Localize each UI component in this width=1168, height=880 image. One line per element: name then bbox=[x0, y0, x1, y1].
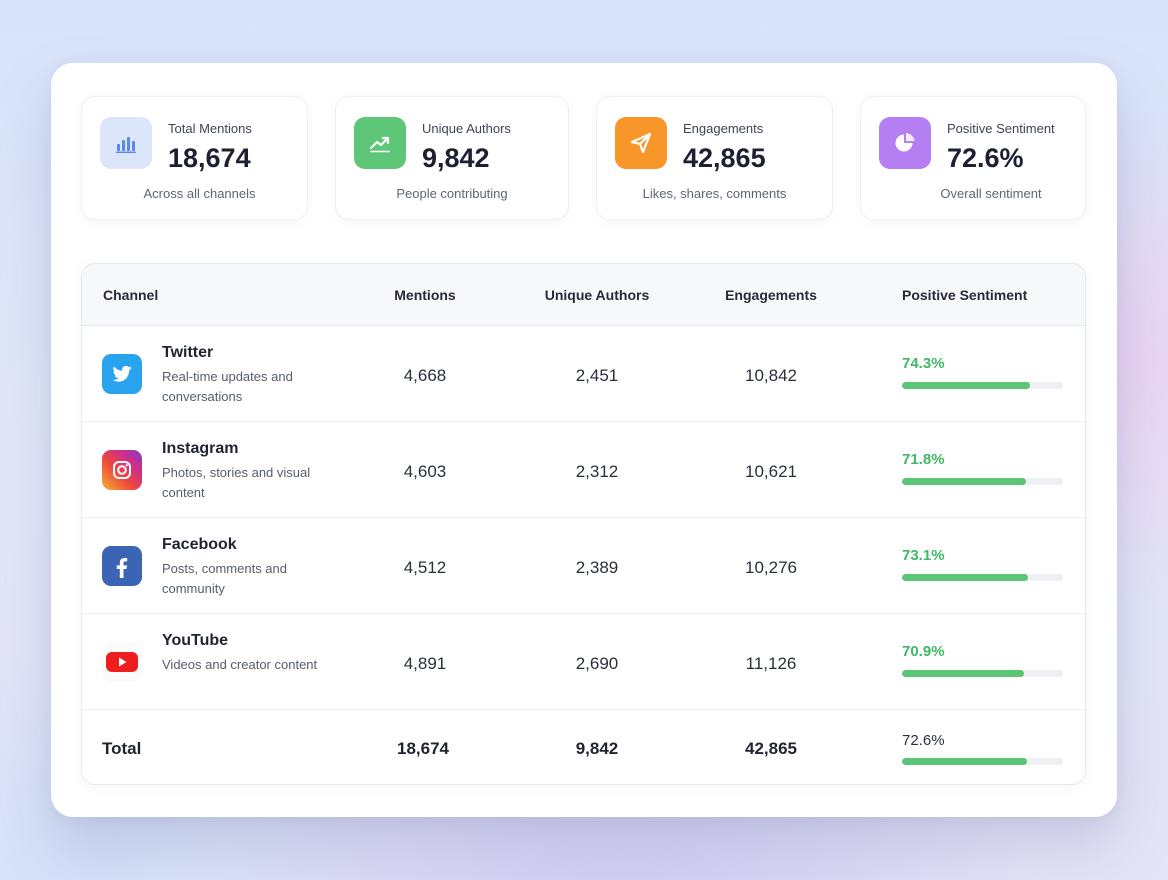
total-label: Total bbox=[102, 739, 142, 758]
engagements-value: 10,276 bbox=[745, 558, 797, 577]
sentiment-bar bbox=[902, 478, 1063, 485]
sentiment-bar-fill bbox=[902, 382, 1030, 389]
channel-table: Channel Mentions Unique Authors Engageme… bbox=[81, 263, 1086, 785]
bar-chart-icon bbox=[100, 117, 152, 169]
table-row-facebook[interactable]: Facebook Posts, comments and community 4… bbox=[82, 518, 1085, 614]
header-channel[interactable]: Channel bbox=[103, 287, 159, 303]
kpi-label: Positive Sentiment bbox=[947, 121, 1055, 136]
table-row-instagram[interactable]: Instagram Photos, stories and visual con… bbox=[82, 422, 1085, 518]
total-sentiment-percent: 72.6% bbox=[902, 732, 945, 749]
total-sentiment-bar-fill bbox=[902, 758, 1028, 765]
sentiment-bar bbox=[902, 574, 1063, 581]
header-engagements[interactable]: Engagements bbox=[725, 287, 817, 303]
kpi-label: Total Mentions bbox=[168, 121, 252, 136]
kpi-unique-authors[interactable]: Unique Authors 9,842 People contributing bbox=[335, 96, 569, 220]
total-engagements: 42,865 bbox=[745, 739, 797, 758]
engagements-value: 10,842 bbox=[745, 366, 797, 385]
table-row-twitter[interactable]: Twitter Real-time updates and conversati… bbox=[82, 326, 1085, 422]
facebook-icon bbox=[102, 546, 142, 586]
kpi-total-mentions[interactable]: Total Mentions 18,674 Across all channel… bbox=[81, 96, 308, 220]
pie-chart-icon bbox=[879, 117, 931, 169]
sentiment-bar-fill bbox=[902, 574, 1028, 581]
kpi-value: 18,674 bbox=[168, 143, 251, 173]
engagements-value: 11,126 bbox=[745, 654, 797, 673]
kpi-subtitle: People contributing bbox=[396, 186, 508, 201]
kpi-positive-sentiment[interactable]: Positive Sentiment 72.6% Overall sentime… bbox=[860, 96, 1086, 220]
send-icon bbox=[615, 117, 667, 169]
unique-authors-value: 2,690 bbox=[575, 654, 619, 673]
sentiment-bar bbox=[902, 382, 1063, 389]
table-total-row: Total 18,674 9,842 42,865 72.6% bbox=[82, 710, 1085, 784]
table-header: Channel Mentions Unique Authors Engageme… bbox=[82, 264, 1085, 326]
mentions-value: 4,603 bbox=[403, 462, 447, 481]
dashboard-panel: Total Mentions 18,674 Across all channel… bbox=[51, 63, 1117, 817]
kpi-value: 9,842 bbox=[422, 143, 490, 173]
kpi-value: 42,865 bbox=[683, 143, 766, 173]
channel-description: Photos, stories and visual content bbox=[162, 465, 311, 500]
engagements-value: 10,621 bbox=[745, 462, 797, 481]
kpi-engagements[interactable]: Engagements 42,865 Likes, shares, commen… bbox=[596, 96, 833, 220]
channel-description: Videos and creator content bbox=[162, 657, 318, 672]
sentiment-percent: 71.8% bbox=[902, 451, 945, 468]
table-row-youtube[interactable]: YouTube Videos and creator content 4,891… bbox=[82, 614, 1085, 710]
sentiment-percent: 74.3% bbox=[902, 355, 945, 372]
sentiment-bar-fill bbox=[902, 670, 1025, 677]
sentiment-percent: 70.9% bbox=[902, 643, 945, 660]
instagram-icon bbox=[102, 450, 142, 490]
kpi-label: Unique Authors bbox=[422, 121, 511, 136]
unique-authors-value: 2,389 bbox=[575, 558, 619, 577]
kpi-subtitle: Likes, shares, comments bbox=[642, 186, 787, 201]
trend-up-icon bbox=[354, 117, 406, 169]
total-unique-authors: 9,842 bbox=[575, 739, 619, 758]
channel-description: Real-time updates and conversations bbox=[162, 369, 293, 404]
total-mentions: 18,674 bbox=[397, 739, 449, 758]
sentiment-bar-fill bbox=[902, 478, 1026, 485]
mentions-value: 4,668 bbox=[403, 366, 447, 385]
channel-name: Twitter bbox=[162, 344, 214, 361]
channel-name: YouTube bbox=[162, 632, 229, 649]
channel-description: Posts, comments and community bbox=[162, 561, 287, 596]
total-sentiment-bar bbox=[902, 758, 1063, 765]
sentiment-bar bbox=[902, 670, 1063, 677]
youtube-icon bbox=[102, 642, 142, 682]
twitter-icon bbox=[102, 354, 142, 394]
mentions-value: 4,512 bbox=[403, 558, 447, 577]
kpi-subtitle: Across all channels bbox=[143, 186, 256, 201]
channel-name: Instagram bbox=[162, 440, 239, 457]
kpi-label: Engagements bbox=[683, 121, 764, 136]
kpi-value: 72.6% bbox=[947, 143, 1024, 173]
mentions-value: 4,891 bbox=[403, 654, 447, 673]
header-unique-authors[interactable]: Unique Authors bbox=[544, 287, 650, 303]
kpi-subtitle: Overall sentiment bbox=[940, 186, 1042, 201]
unique-authors-value: 2,312 bbox=[575, 462, 619, 481]
channel-name: Facebook bbox=[162, 536, 237, 553]
header-positive-sentiment[interactable]: Positive Sentiment bbox=[902, 287, 1028, 303]
sentiment-percent: 73.1% bbox=[902, 547, 945, 564]
header-mentions[interactable]: Mentions bbox=[394, 287, 456, 303]
unique-authors-value: 2,451 bbox=[575, 366, 619, 385]
